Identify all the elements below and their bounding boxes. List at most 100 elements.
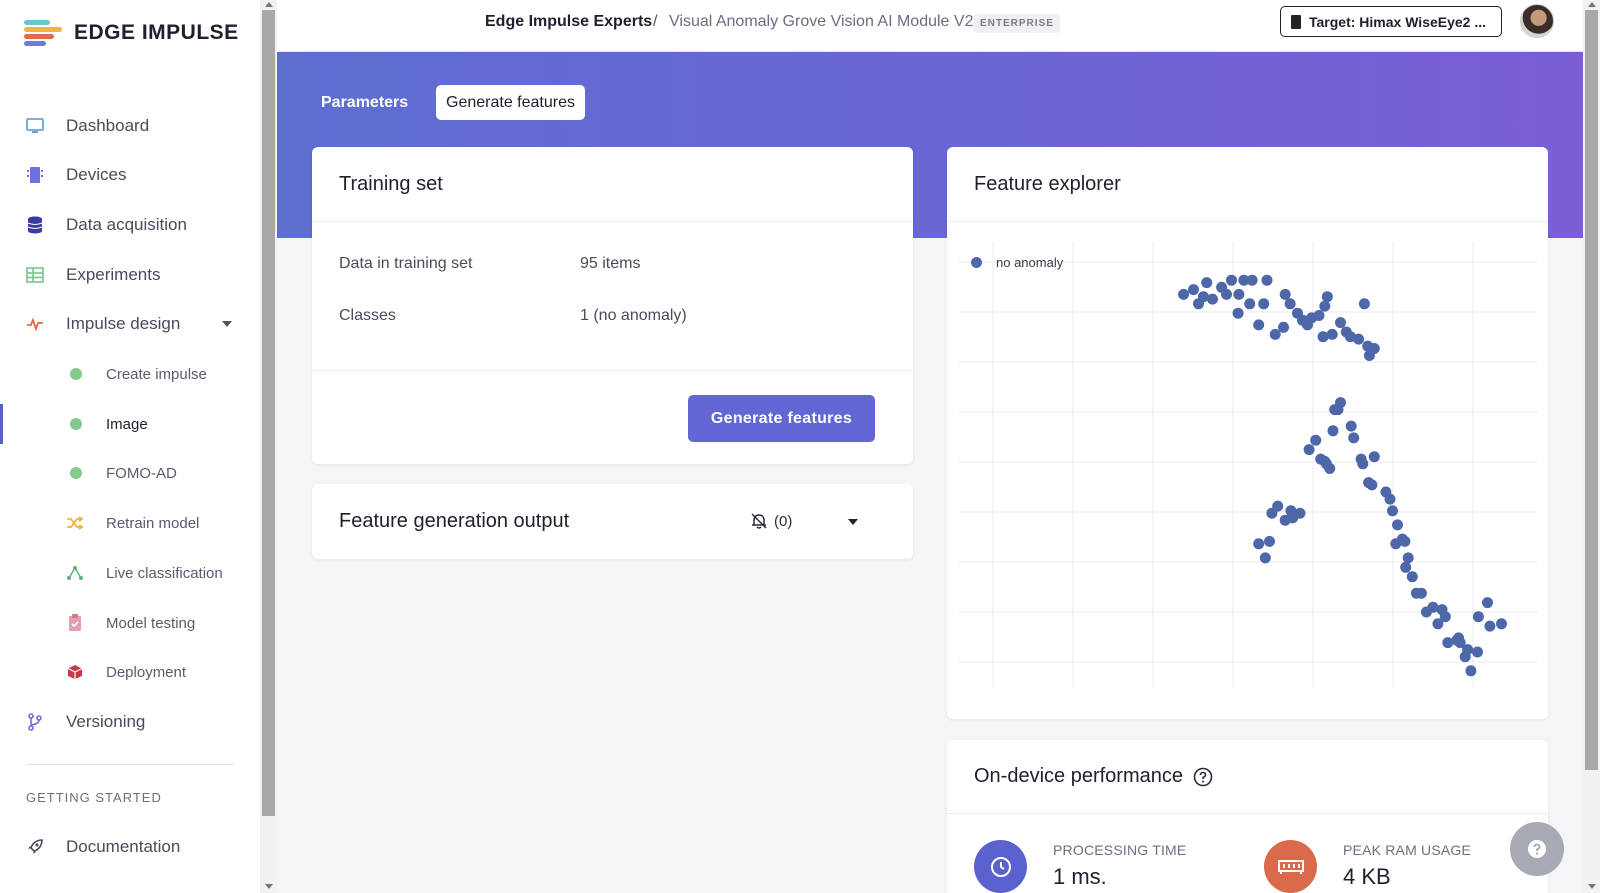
scatter-point[interactable] bbox=[1366, 479, 1378, 491]
scatter-point[interactable] bbox=[1345, 420, 1357, 432]
scatter-point[interactable] bbox=[1484, 620, 1496, 632]
scatter-point[interactable] bbox=[1472, 646, 1483, 658]
scatter-point[interactable] bbox=[1358, 298, 1370, 310]
scatter-point[interactable] bbox=[1427, 601, 1439, 613]
sidebar-scrollbar[interactable] bbox=[260, 0, 277, 893]
scatter-point[interactable] bbox=[1335, 317, 1346, 329]
sidebar-item-experiments[interactable]: Experiments bbox=[0, 255, 260, 295]
scatter-point[interactable] bbox=[1368, 451, 1380, 463]
scatter-point[interactable] bbox=[1400, 561, 1412, 573]
scroll-up-icon[interactable] bbox=[265, 2, 273, 7]
scatter-point[interactable] bbox=[1278, 321, 1289, 333]
sidebar-item-retrain-model[interactable]: Retrain model bbox=[0, 503, 260, 543]
sidebar-item-devices[interactable]: Devices bbox=[0, 155, 260, 195]
scatter-point[interactable] bbox=[1272, 500, 1284, 512]
scatter-point[interactable] bbox=[1319, 300, 1331, 312]
scatter-point[interactable] bbox=[1188, 284, 1199, 296]
chart-legend[interactable]: no anomaly bbox=[971, 255, 1063, 270]
tab-parameters[interactable]: Parameters bbox=[321, 93, 409, 111]
sidebar-item-live-classification[interactable]: Live classification bbox=[0, 553, 260, 593]
chevron-down-icon[interactable] bbox=[222, 321, 232, 327]
scatter-point[interactable] bbox=[1303, 444, 1315, 456]
scatter-point[interactable] bbox=[1402, 552, 1414, 564]
sidebar-item-fomo-ad[interactable]: FOMO-AD bbox=[0, 453, 260, 493]
scatter-point[interactable] bbox=[1462, 644, 1474, 656]
scatter-point[interactable] bbox=[1439, 611, 1451, 623]
scatter-point[interactable] bbox=[1259, 552, 1271, 564]
scatter-point[interactable] bbox=[1321, 291, 1333, 303]
scatter-point[interactable] bbox=[1465, 665, 1477, 677]
scroll-up-icon[interactable] bbox=[1588, 2, 1596, 7]
scatter-point[interactable] bbox=[1442, 637, 1454, 649]
sidebar-item-impulse-design[interactable]: Impulse design bbox=[0, 304, 260, 344]
scatter-point[interactable] bbox=[1313, 310, 1325, 321]
scatter-point[interactable] bbox=[1279, 288, 1291, 300]
scatter-point[interactable] bbox=[1207, 293, 1218, 305]
sidebar-scrollbar-thumb[interactable] bbox=[262, 10, 275, 816]
scatter-point[interactable] bbox=[1226, 274, 1237, 286]
scatter-point[interactable] bbox=[1357, 458, 1369, 470]
scatter-point[interactable] bbox=[1496, 618, 1507, 630]
scatter-point[interactable] bbox=[1384, 493, 1396, 505]
scatter-point[interactable] bbox=[1327, 425, 1339, 437]
edge-impulse-logo[interactable]: EDGE IMPULSE bbox=[24, 18, 239, 48]
scatter-point[interactable] bbox=[1253, 538, 1265, 550]
scatter-point[interactable] bbox=[1454, 637, 1466, 649]
feature-output-card[interactable]: Feature generation output (0) bbox=[312, 484, 913, 559]
sidebar-item-documentation[interactable]: Documentation bbox=[0, 827, 260, 867]
help-circle-icon[interactable] bbox=[1193, 767, 1213, 787]
scatter-point[interactable] bbox=[1406, 571, 1418, 583]
notifications-toggle[interactable]: (0) bbox=[750, 512, 792, 530]
scatter-point[interactable] bbox=[1294, 507, 1306, 519]
scatter-point[interactable] bbox=[1232, 307, 1244, 319]
scatter-point[interactable] bbox=[1326, 328, 1338, 340]
scatter-point[interactable] bbox=[1415, 587, 1427, 599]
tab-generate-features[interactable]: Generate features bbox=[436, 85, 585, 120]
scatter-point[interactable] bbox=[1368, 343, 1380, 354]
scatter-point[interactable] bbox=[1310, 434, 1322, 446]
sidebar-item-create-impulse[interactable]: Create impulse bbox=[0, 354, 260, 394]
chevron-down-icon[interactable] bbox=[848, 519, 858, 525]
sidebar-item-model-testing[interactable]: Model testing bbox=[0, 603, 260, 643]
scatter-point[interactable] bbox=[1392, 519, 1403, 531]
help-button[interactable] bbox=[1510, 822, 1564, 876]
scatter-point[interactable] bbox=[1348, 432, 1360, 444]
breadcrumb-organization[interactable]: Edge Impulse Experts bbox=[485, 13, 653, 30]
scatter-point[interactable] bbox=[1317, 331, 1329, 343]
target-device-button[interactable]: Target: Himax WiseEye2 ... bbox=[1280, 6, 1502, 37]
scatter-point[interactable] bbox=[1284, 298, 1296, 310]
breadcrumb-project[interactable]: Visual Anomaly Grove Vision AI Module V2 bbox=[669, 13, 974, 30]
feature-scatter-plot[interactable] bbox=[947, 242, 1548, 712]
scatter-point[interactable] bbox=[1261, 274, 1273, 286]
scatter-point[interactable] bbox=[1335, 397, 1346, 409]
page-scrollbar[interactable] bbox=[1583, 0, 1600, 893]
scatter-point[interactable] bbox=[1482, 597, 1493, 609]
scatter-point[interactable] bbox=[1399, 535, 1411, 547]
sidebar-item-versioning[interactable]: Versioning bbox=[0, 702, 260, 742]
page-scrollbar-thumb[interactable] bbox=[1585, 10, 1598, 770]
scatter-point[interactable] bbox=[1238, 274, 1250, 286]
scroll-down-icon[interactable] bbox=[1588, 884, 1596, 889]
scatter-point[interactable] bbox=[1432, 618, 1444, 630]
scatter-point[interactable] bbox=[1244, 298, 1256, 310]
scatter-point[interactable] bbox=[1178, 288, 1190, 300]
sidebar-item-data-acquisition[interactable]: Data acquisition bbox=[0, 205, 260, 245]
sidebar-item-deployment[interactable]: Deployment bbox=[0, 652, 260, 692]
scatter-point[interactable] bbox=[1472, 611, 1484, 623]
scroll-down-icon[interactable] bbox=[265, 884, 273, 889]
scatter-point[interactable] bbox=[1233, 288, 1245, 300]
sidebar-item-image[interactable]: Image bbox=[0, 404, 260, 444]
scatter-point[interactable] bbox=[1197, 291, 1209, 303]
scatter-point[interactable] bbox=[1201, 277, 1213, 289]
scatter-point[interactable] bbox=[1246, 274, 1258, 286]
scatter-point[interactable] bbox=[1258, 298, 1270, 310]
generate-features-button[interactable]: Generate features bbox=[688, 395, 875, 442]
scatter-point[interactable] bbox=[1353, 333, 1365, 345]
scatter-point[interactable] bbox=[1324, 463, 1336, 474]
scatter-point[interactable] bbox=[1253, 319, 1265, 331]
scatter-point[interactable] bbox=[1387, 505, 1398, 517]
scatter-point[interactable] bbox=[1264, 535, 1275, 547]
scatter-point[interactable] bbox=[1221, 288, 1232, 300]
scatter-point[interactable] bbox=[1269, 328, 1281, 340]
sidebar-item-dashboard[interactable]: Dashboard bbox=[0, 106, 260, 146]
